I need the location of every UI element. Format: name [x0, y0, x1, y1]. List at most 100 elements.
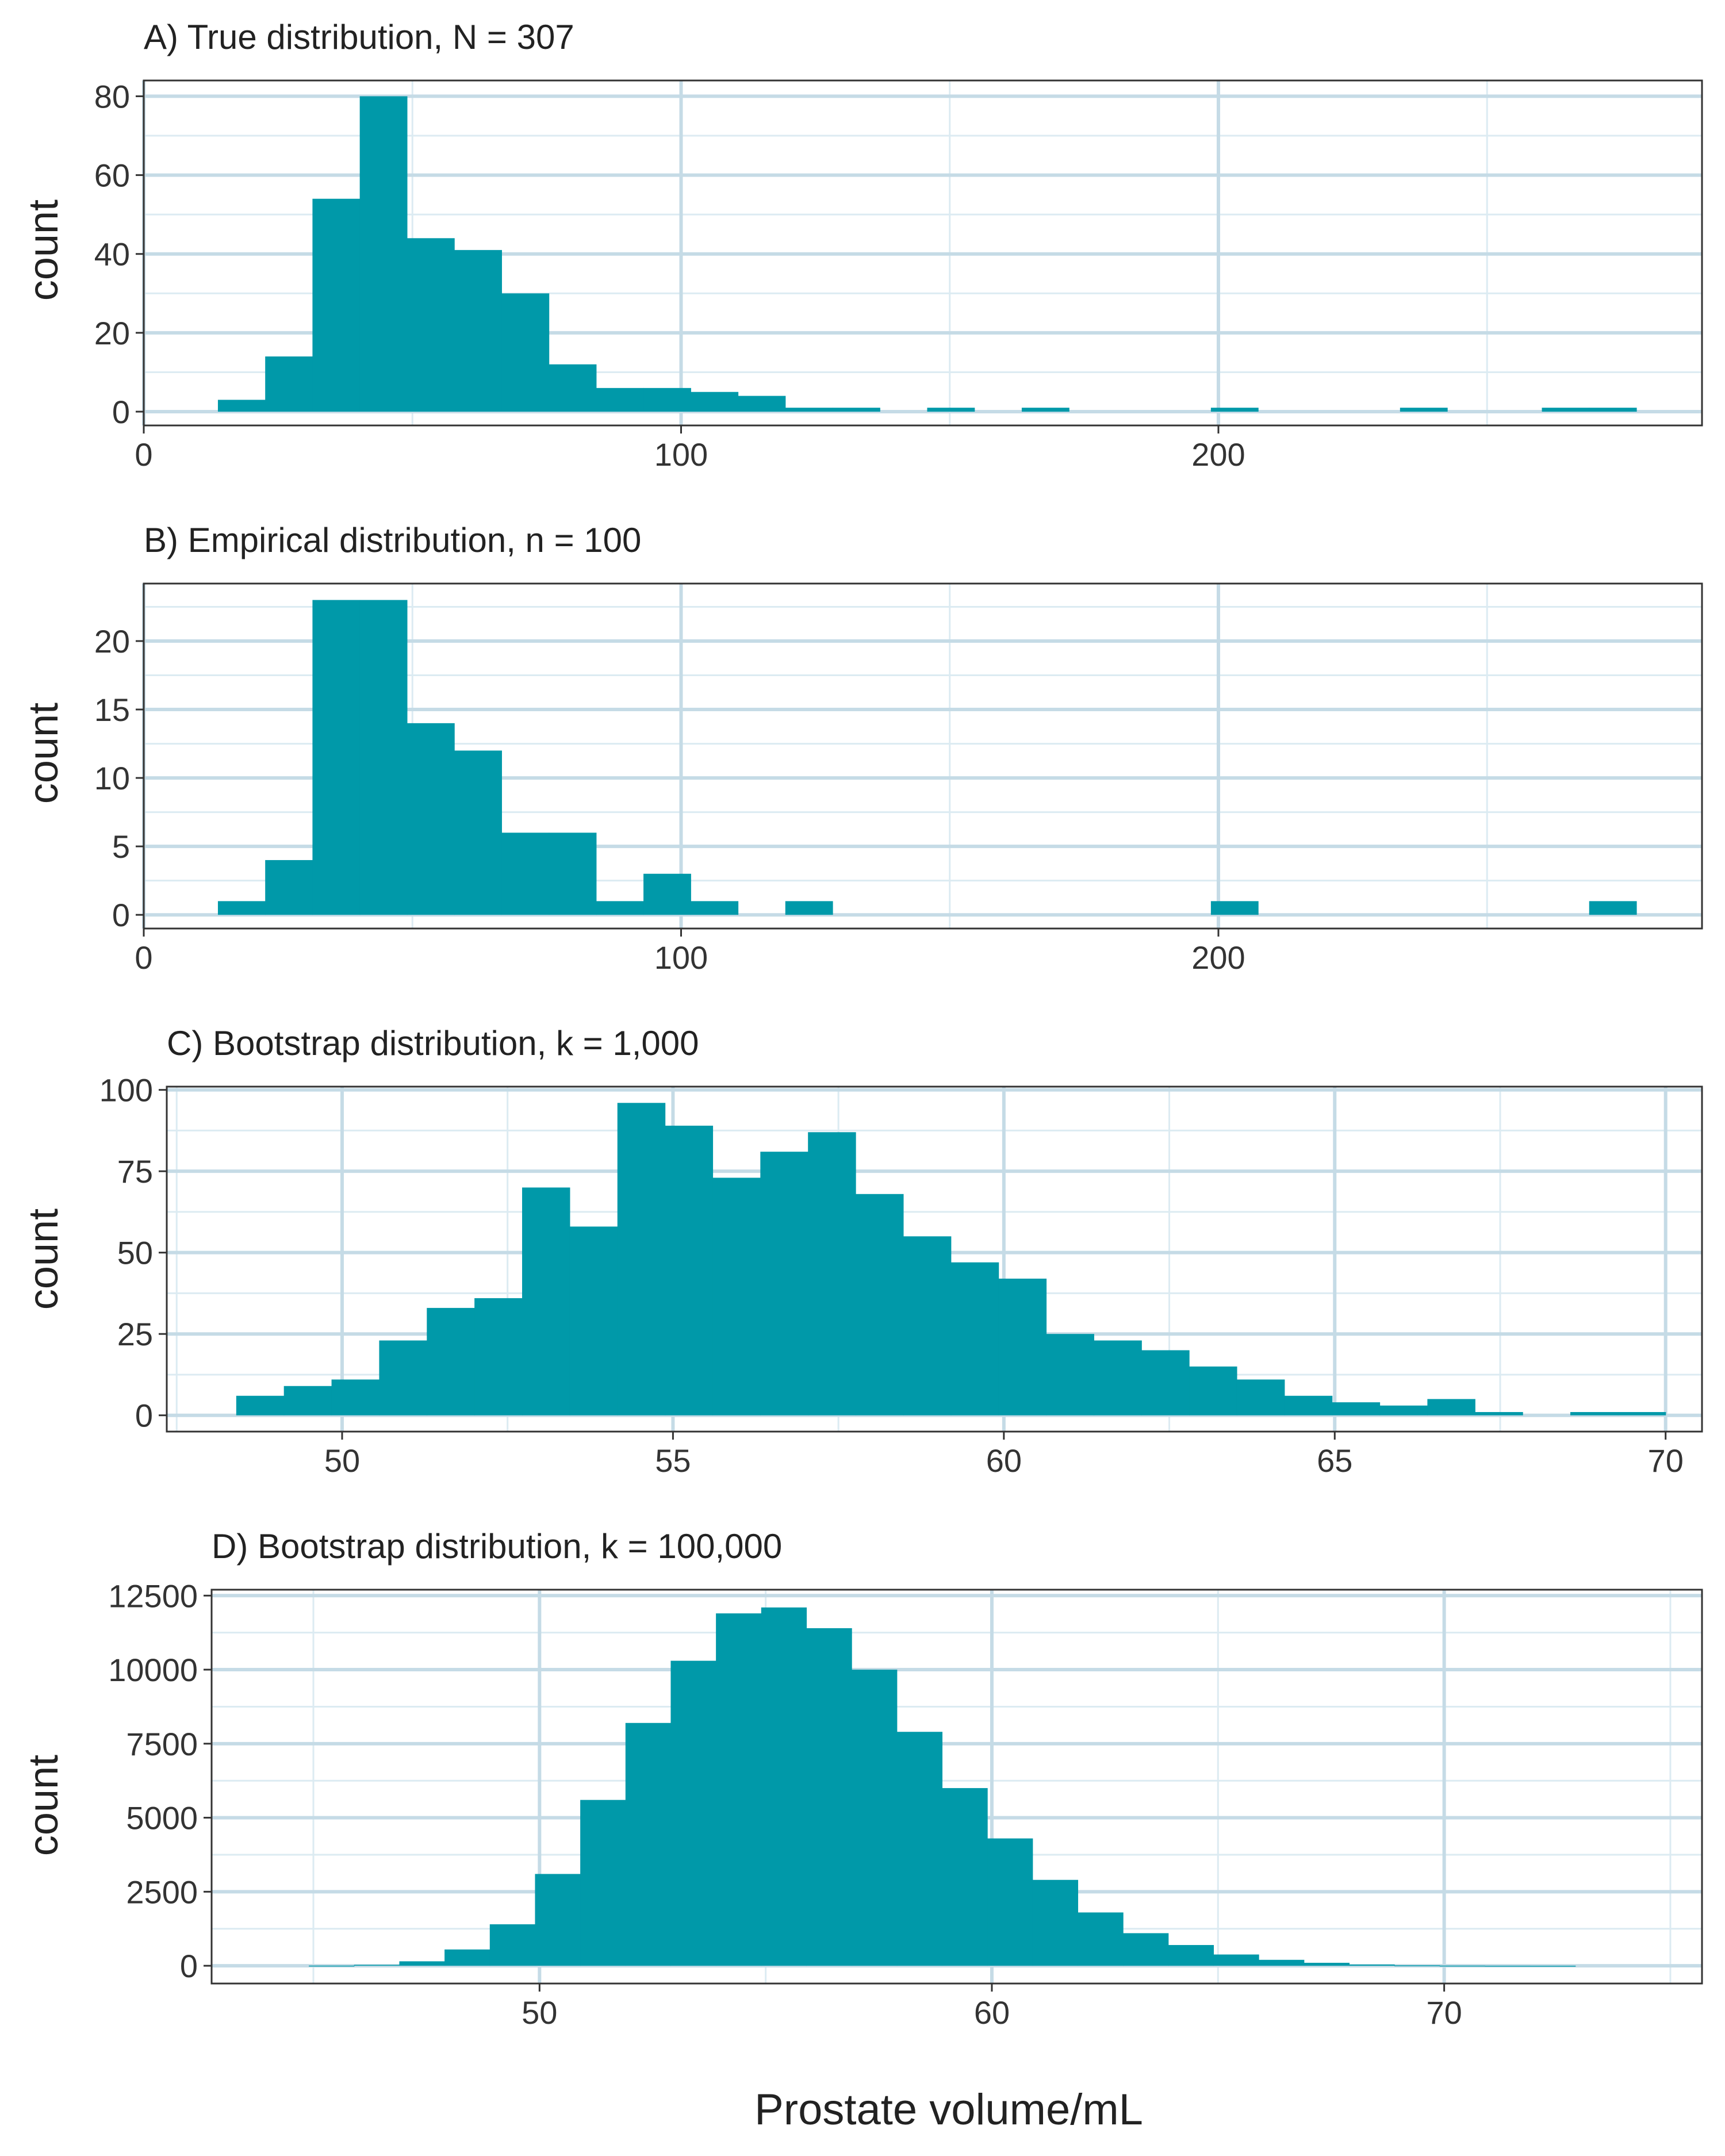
- histogram-bar: [535, 1874, 581, 1966]
- panel-a-title: A) True distribution, N = 307: [144, 18, 574, 56]
- panel-a-plot: 0 100 200 0 20 40 60 80: [94, 78, 1703, 473]
- histogram-bar: [1570, 1412, 1619, 1415]
- x-tick-label: 60: [986, 1443, 1022, 1479]
- histogram-bar: [427, 1307, 475, 1415]
- histogram-bar: [691, 901, 739, 915]
- x-tick-label: 50: [522, 1994, 557, 2031]
- histogram-bar: [596, 901, 644, 915]
- histogram-bar: [1485, 1965, 1531, 1967]
- histogram-bar: [549, 364, 597, 412]
- x-tick-label: 200: [1191, 436, 1245, 473]
- y-tick-label: 15: [94, 692, 130, 728]
- panel-border: [143, 582, 1703, 930]
- y-tick-label: 20: [94, 623, 130, 659]
- x-tick-label: 65: [1317, 1443, 1352, 1479]
- y-tick-label: 20: [94, 315, 130, 351]
- histogram-bar: [474, 1298, 523, 1415]
- panel-c-title: C) Bootstrap distribution, k = 1,000: [167, 1024, 699, 1062]
- histogram-bar: [785, 408, 833, 412]
- histogram-bar: [785, 901, 833, 915]
- histogram-bar: [760, 1152, 808, 1415]
- y-tick-label: 10: [94, 760, 130, 796]
- histogram-bar: [808, 1132, 856, 1415]
- histogram-bar: [312, 600, 361, 915]
- y-tick-label: 0: [112, 897, 130, 933]
- histogram-bar: [1394, 1965, 1440, 1966]
- y-tick-label: 25: [117, 1316, 153, 1352]
- histogram-bar: [454, 250, 502, 412]
- x-tick-label: 50: [324, 1443, 360, 1479]
- histogram-bar: [379, 1340, 427, 1415]
- histogram-bar: [927, 408, 975, 412]
- x-tick-label: 70: [1426, 1994, 1462, 2031]
- histogram-bar: [1141, 1350, 1190, 1415]
- histogram-bar: [1094, 1340, 1142, 1415]
- histogram-bar: [833, 408, 880, 412]
- panel-b-plot: 0 100 200 0 5 10 15 20: [94, 582, 1703, 976]
- histogram-bar: [1349, 1965, 1395, 1966]
- histogram-bar: [399, 1961, 445, 1966]
- histogram-bar: [501, 833, 550, 915]
- histogram-bar: [1046, 1334, 1094, 1415]
- histogram-bar: [1427, 1399, 1475, 1415]
- histogram-bar: [359, 600, 408, 915]
- y-tick-label: 0: [135, 1398, 153, 1434]
- y-tick-label: 40: [94, 236, 130, 273]
- x-tick-label: 0: [135, 939, 152, 976]
- y-tick-label: 7500: [126, 1726, 198, 1762]
- histogram-bar: [1123, 1933, 1169, 1966]
- panel-border: [143, 79, 1703, 427]
- histogram-bar: [1078, 1912, 1124, 1966]
- histogram-bar: [670, 1660, 716, 1966]
- histogram-bar: [1189, 1366, 1237, 1415]
- histogram-bar: [903, 1236, 952, 1415]
- histogram-bar: [856, 1194, 904, 1415]
- histogram-bar: [1210, 901, 1259, 915]
- x-tick-label: 60: [974, 1994, 1010, 2031]
- histogram-bar: [1439, 1965, 1486, 1967]
- y-tick-label: 80: [94, 78, 130, 114]
- histogram-bar: [852, 1670, 898, 1966]
- histogram-bar: [1530, 1966, 1576, 1967]
- histogram-bar: [1259, 1959, 1305, 1966]
- x-tick-label: 100: [654, 939, 708, 976]
- y-tick-label: 0: [180, 1948, 198, 1984]
- histogram-bar: [407, 723, 455, 915]
- histogram-bar: [580, 1800, 626, 1966]
- panel-border: [210, 1589, 1703, 1985]
- histogram-bar: [896, 1732, 943, 1966]
- y-tick-label: 50: [117, 1235, 153, 1271]
- histogram-bar: [489, 1924, 536, 1966]
- y-tick-label: 10000: [108, 1652, 198, 1688]
- histogram-bar: [522, 1187, 570, 1415]
- histogram-bar: [331, 1379, 380, 1415]
- x-tick-label: 55: [655, 1443, 691, 1479]
- y-tick-label: 75: [117, 1153, 153, 1190]
- panel-b-y-axis-title: count: [21, 703, 67, 804]
- panel-border: [166, 1085, 1703, 1433]
- histogram-bar: [1236, 1379, 1285, 1415]
- histogram-bar: [987, 1838, 1033, 1966]
- x-tick-label: 100: [654, 436, 708, 473]
- histogram-bar: [1032, 1879, 1079, 1966]
- panel-a: A) True distribution, N = 307 count 0 100…: [21, 18, 1703, 473]
- histogram-bar: [998, 1278, 1047, 1415]
- histogram-bar: [407, 238, 455, 412]
- y-tick-label: 5: [112, 828, 130, 865]
- histogram-bar: [625, 1723, 672, 1966]
- y-tick-label: 100: [99, 1072, 153, 1108]
- y-tick-label: 5000: [126, 1800, 198, 1836]
- histogram-bar: [265, 860, 313, 915]
- y-tick-label: 60: [94, 158, 130, 194]
- histogram-bar: [1332, 1402, 1381, 1415]
- histogram-bar: [1210, 408, 1259, 412]
- histogram-bar: [1617, 1412, 1666, 1415]
- y-tick-label: 0: [112, 394, 130, 430]
- panel-d-title: D) Bootstrap distribution, k = 100,000: [212, 1527, 782, 1566]
- histogram-bar: [1542, 408, 1590, 412]
- histogram-bar: [309, 1965, 355, 1967]
- histogram-bar: [1213, 1954, 1259, 1966]
- x-tick-label: 200: [1191, 939, 1245, 976]
- panel-d-y-axis-title: count: [21, 1755, 67, 1856]
